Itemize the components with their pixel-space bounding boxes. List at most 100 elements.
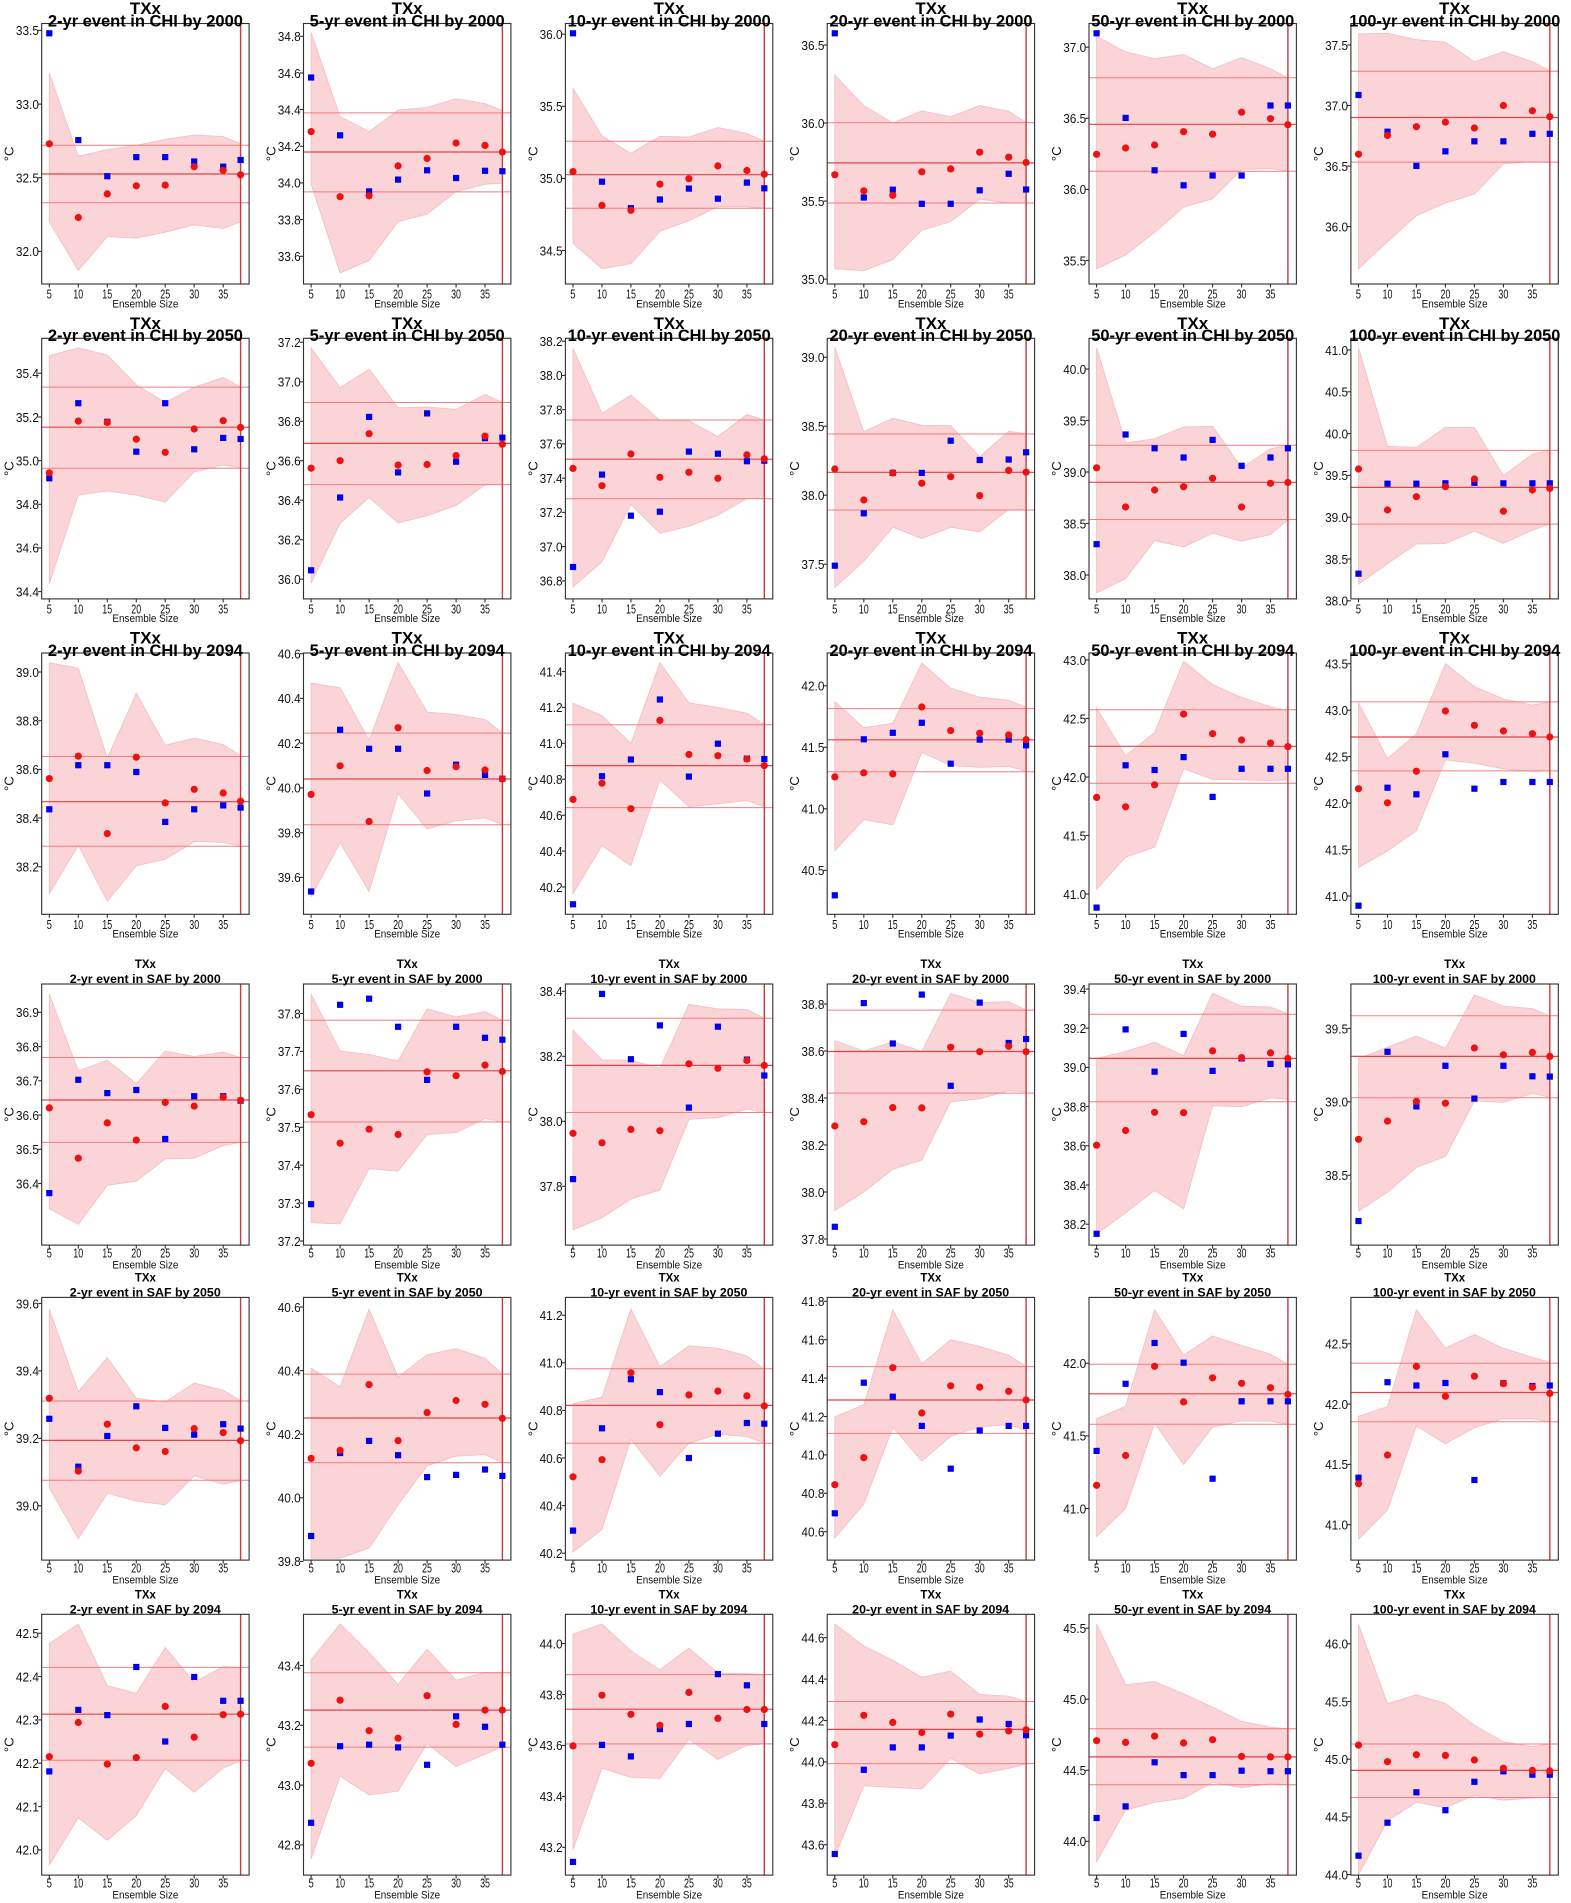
svg-text:Ensemble Size: Ensemble Size [112,929,178,941]
svg-text:20: 20 [131,1561,141,1576]
svg-text:15: 15 [626,1876,636,1891]
svg-text:42.4: 42.4 [16,1669,39,1684]
svg-text:10: 10 [1383,287,1393,302]
svg-text:10: 10 [73,917,83,932]
svg-text:38.4: 38.4 [1063,1178,1086,1193]
svg-text:15: 15 [1150,1561,1160,1576]
svg-text:33.6: 33.6 [278,249,301,264]
svg-text:34.4: 34.4 [278,102,301,117]
svg-text:35: 35 [1266,601,1276,616]
svg-text:35: 35 [218,1561,228,1576]
svg-text:5: 5 [47,1561,52,1576]
svg-text:35: 35 [742,917,752,932]
svg-text:30: 30 [1498,917,1508,932]
svg-text:°C: °C [2,1107,17,1122]
svg-text:35: 35 [218,917,228,932]
svg-text:38.8: 38.8 [16,714,39,729]
svg-text:25: 25 [160,917,170,932]
svg-text:15: 15 [1412,601,1422,616]
svg-text:°C: °C [1311,146,1326,161]
svg-text:5: 5 [47,601,52,616]
svg-text:35: 35 [1527,1876,1537,1891]
svg-text:30: 30 [1498,1876,1508,1891]
svg-text:TXx: TXx [397,958,419,971]
svg-text:20: 20 [917,601,927,616]
svg-text:42.3: 42.3 [16,1713,39,1728]
svg-text:10: 10 [73,1246,83,1261]
svg-text:38.2: 38.2 [1063,1217,1086,1232]
svg-text:°C: °C [1311,461,1326,476]
svg-text:44.0: 44.0 [1063,1834,1086,1849]
svg-text:15: 15 [364,601,374,616]
svg-text:44.0: 44.0 [540,1636,563,1651]
svg-text:39.0: 39.0 [16,665,39,680]
svg-text:TXx: TXx [135,958,157,971]
svg-text:35: 35 [1266,287,1276,302]
svg-text:20: 20 [917,1876,927,1891]
svg-text:5: 5 [570,1561,575,1576]
svg-text:10: 10 [597,1561,607,1576]
svg-text:42.0: 42.0 [1325,796,1348,811]
svg-text:5: 5 [1356,601,1361,616]
svg-text:TXx: TXx [1439,0,1470,18]
svg-text:20: 20 [655,287,665,302]
svg-text:30: 30 [1237,1246,1247,1261]
svg-text:TXx: TXx [1444,1272,1466,1285]
svg-text:37.4: 37.4 [278,1158,301,1173]
svg-text:5: 5 [1356,1246,1361,1261]
svg-text:5: 5 [1094,1246,1099,1261]
svg-text:15: 15 [102,287,112,302]
svg-text:39.2: 39.2 [1063,1021,1086,1036]
svg-text:25: 25 [160,287,170,302]
svg-text:43.4: 43.4 [278,1658,301,1673]
svg-text:42.1: 42.1 [16,1799,39,1814]
svg-text:Ensemble Size: Ensemble Size [1160,613,1226,625]
svg-text:35: 35 [1527,917,1537,932]
svg-text:39.5: 39.5 [1063,413,1086,428]
svg-text:°C: °C [787,146,802,161]
svg-text:10: 10 [1383,1246,1393,1261]
svg-text:15: 15 [364,1876,374,1891]
svg-text:36.6: 36.6 [278,454,301,469]
svg-text:25: 25 [1470,601,1480,616]
svg-text:°C: °C [1311,1421,1326,1436]
svg-text:5: 5 [47,1246,52,1261]
svg-text:°C: °C [264,776,279,791]
svg-text:34.8: 34.8 [278,29,301,44]
svg-text:10: 10 [73,1876,83,1891]
svg-text:25: 25 [1208,601,1218,616]
svg-text:30: 30 [1237,917,1247,932]
svg-text:15: 15 [364,917,374,932]
svg-text:10-yr event in CHI by 2094: 10-yr event in CHI by 2094 [568,642,771,660]
svg-text:40.0: 40.0 [278,781,301,796]
svg-text:20-yr event in SAF by 2050: 20-yr event in SAF by 2050 [852,1287,1009,1300]
svg-text:15: 15 [1412,1876,1422,1891]
svg-text:20: 20 [917,1561,927,1576]
svg-text:10: 10 [335,917,345,932]
svg-text:37.5: 37.5 [801,557,824,572]
svg-text:30: 30 [713,1561,723,1576]
svg-text:25: 25 [946,601,956,616]
svg-text:TXx: TXx [654,315,685,333]
svg-text:41.5: 41.5 [801,740,824,755]
svg-text:39.0: 39.0 [1325,510,1348,525]
svg-text:36.8: 36.8 [278,414,301,429]
svg-text:20: 20 [917,917,927,932]
svg-text:43.5: 43.5 [1325,657,1348,672]
svg-text:25: 25 [684,1246,694,1261]
svg-text:38.6: 38.6 [1063,1139,1086,1154]
svg-text:36.0: 36.0 [1063,182,1086,197]
svg-text:°C: °C [1311,1107,1326,1122]
svg-text:20: 20 [393,287,403,302]
svg-text:37.2: 37.2 [278,1234,301,1249]
svg-text:39.4: 39.4 [1063,982,1086,997]
svg-text:10: 10 [1121,287,1131,302]
svg-text:Ensemble Size: Ensemble Size [636,1259,702,1271]
svg-text:37.3: 37.3 [278,1196,301,1211]
svg-text:TXx: TXx [130,315,161,333]
svg-text:40.6: 40.6 [278,647,301,662]
svg-text:34.6: 34.6 [278,66,301,81]
svg-text:°C: °C [525,1107,540,1122]
svg-text:35: 35 [742,601,752,616]
svg-text:20: 20 [393,1246,403,1261]
